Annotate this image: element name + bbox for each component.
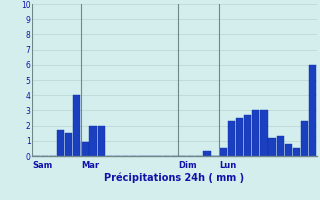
Bar: [81, 142, 89, 156]
Bar: [203, 151, 211, 156]
Bar: [276, 136, 284, 156]
Bar: [285, 144, 292, 156]
Bar: [236, 118, 243, 156]
Bar: [309, 65, 316, 156]
Bar: [301, 121, 308, 156]
Bar: [293, 148, 300, 156]
Bar: [244, 115, 251, 156]
Bar: [220, 148, 227, 156]
Bar: [228, 121, 235, 156]
Bar: [73, 95, 80, 156]
Bar: [65, 133, 72, 156]
X-axis label: Précipitations 24h ( mm ): Précipitations 24h ( mm ): [104, 173, 244, 183]
Bar: [260, 110, 268, 156]
Bar: [98, 126, 105, 156]
Bar: [57, 130, 64, 156]
Bar: [252, 110, 260, 156]
Bar: [268, 138, 276, 156]
Bar: [89, 126, 97, 156]
